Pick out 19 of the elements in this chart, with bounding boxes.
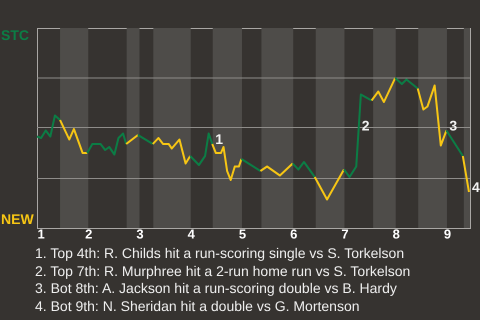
text: 3. Bot 8th: A. Jackson hit a run-scoring double vs B. Hardy — [35, 280, 398, 298]
x-tick-label: 6 — [290, 226, 298, 242]
x-tick-label: 2 — [85, 226, 92, 242]
x-tick-label: 4 — [188, 226, 196, 242]
annotation: 3 — [449, 118, 458, 134]
x-tick-label: 5 — [238, 226, 246, 242]
annotation: 1 — [215, 131, 224, 147]
annotation: 4 — [472, 179, 480, 195]
text: NEW — [1, 211, 34, 227]
x-tick-label: 9 — [444, 226, 452, 242]
x-tick-label: 8 — [392, 226, 400, 242]
text: 1. Top 4th: R. Childs hit a run-scoring single vs S. Torkelson — [35, 245, 406, 262]
text: STC — [1, 27, 29, 43]
x-tick-label: 1 — [38, 226, 45, 242]
x-tick-label: 3 — [136, 226, 144, 242]
x-tick-label: 7 — [341, 226, 349, 242]
text: 2. Top 7th: R. Murphree hit a 2-run home run vs S. Torkelson — [35, 262, 410, 280]
annotation: 2 — [362, 118, 370, 134]
text: 4. Bot 9th: N. Sheridan hit a double vs G. Mortenson — [35, 298, 361, 315]
